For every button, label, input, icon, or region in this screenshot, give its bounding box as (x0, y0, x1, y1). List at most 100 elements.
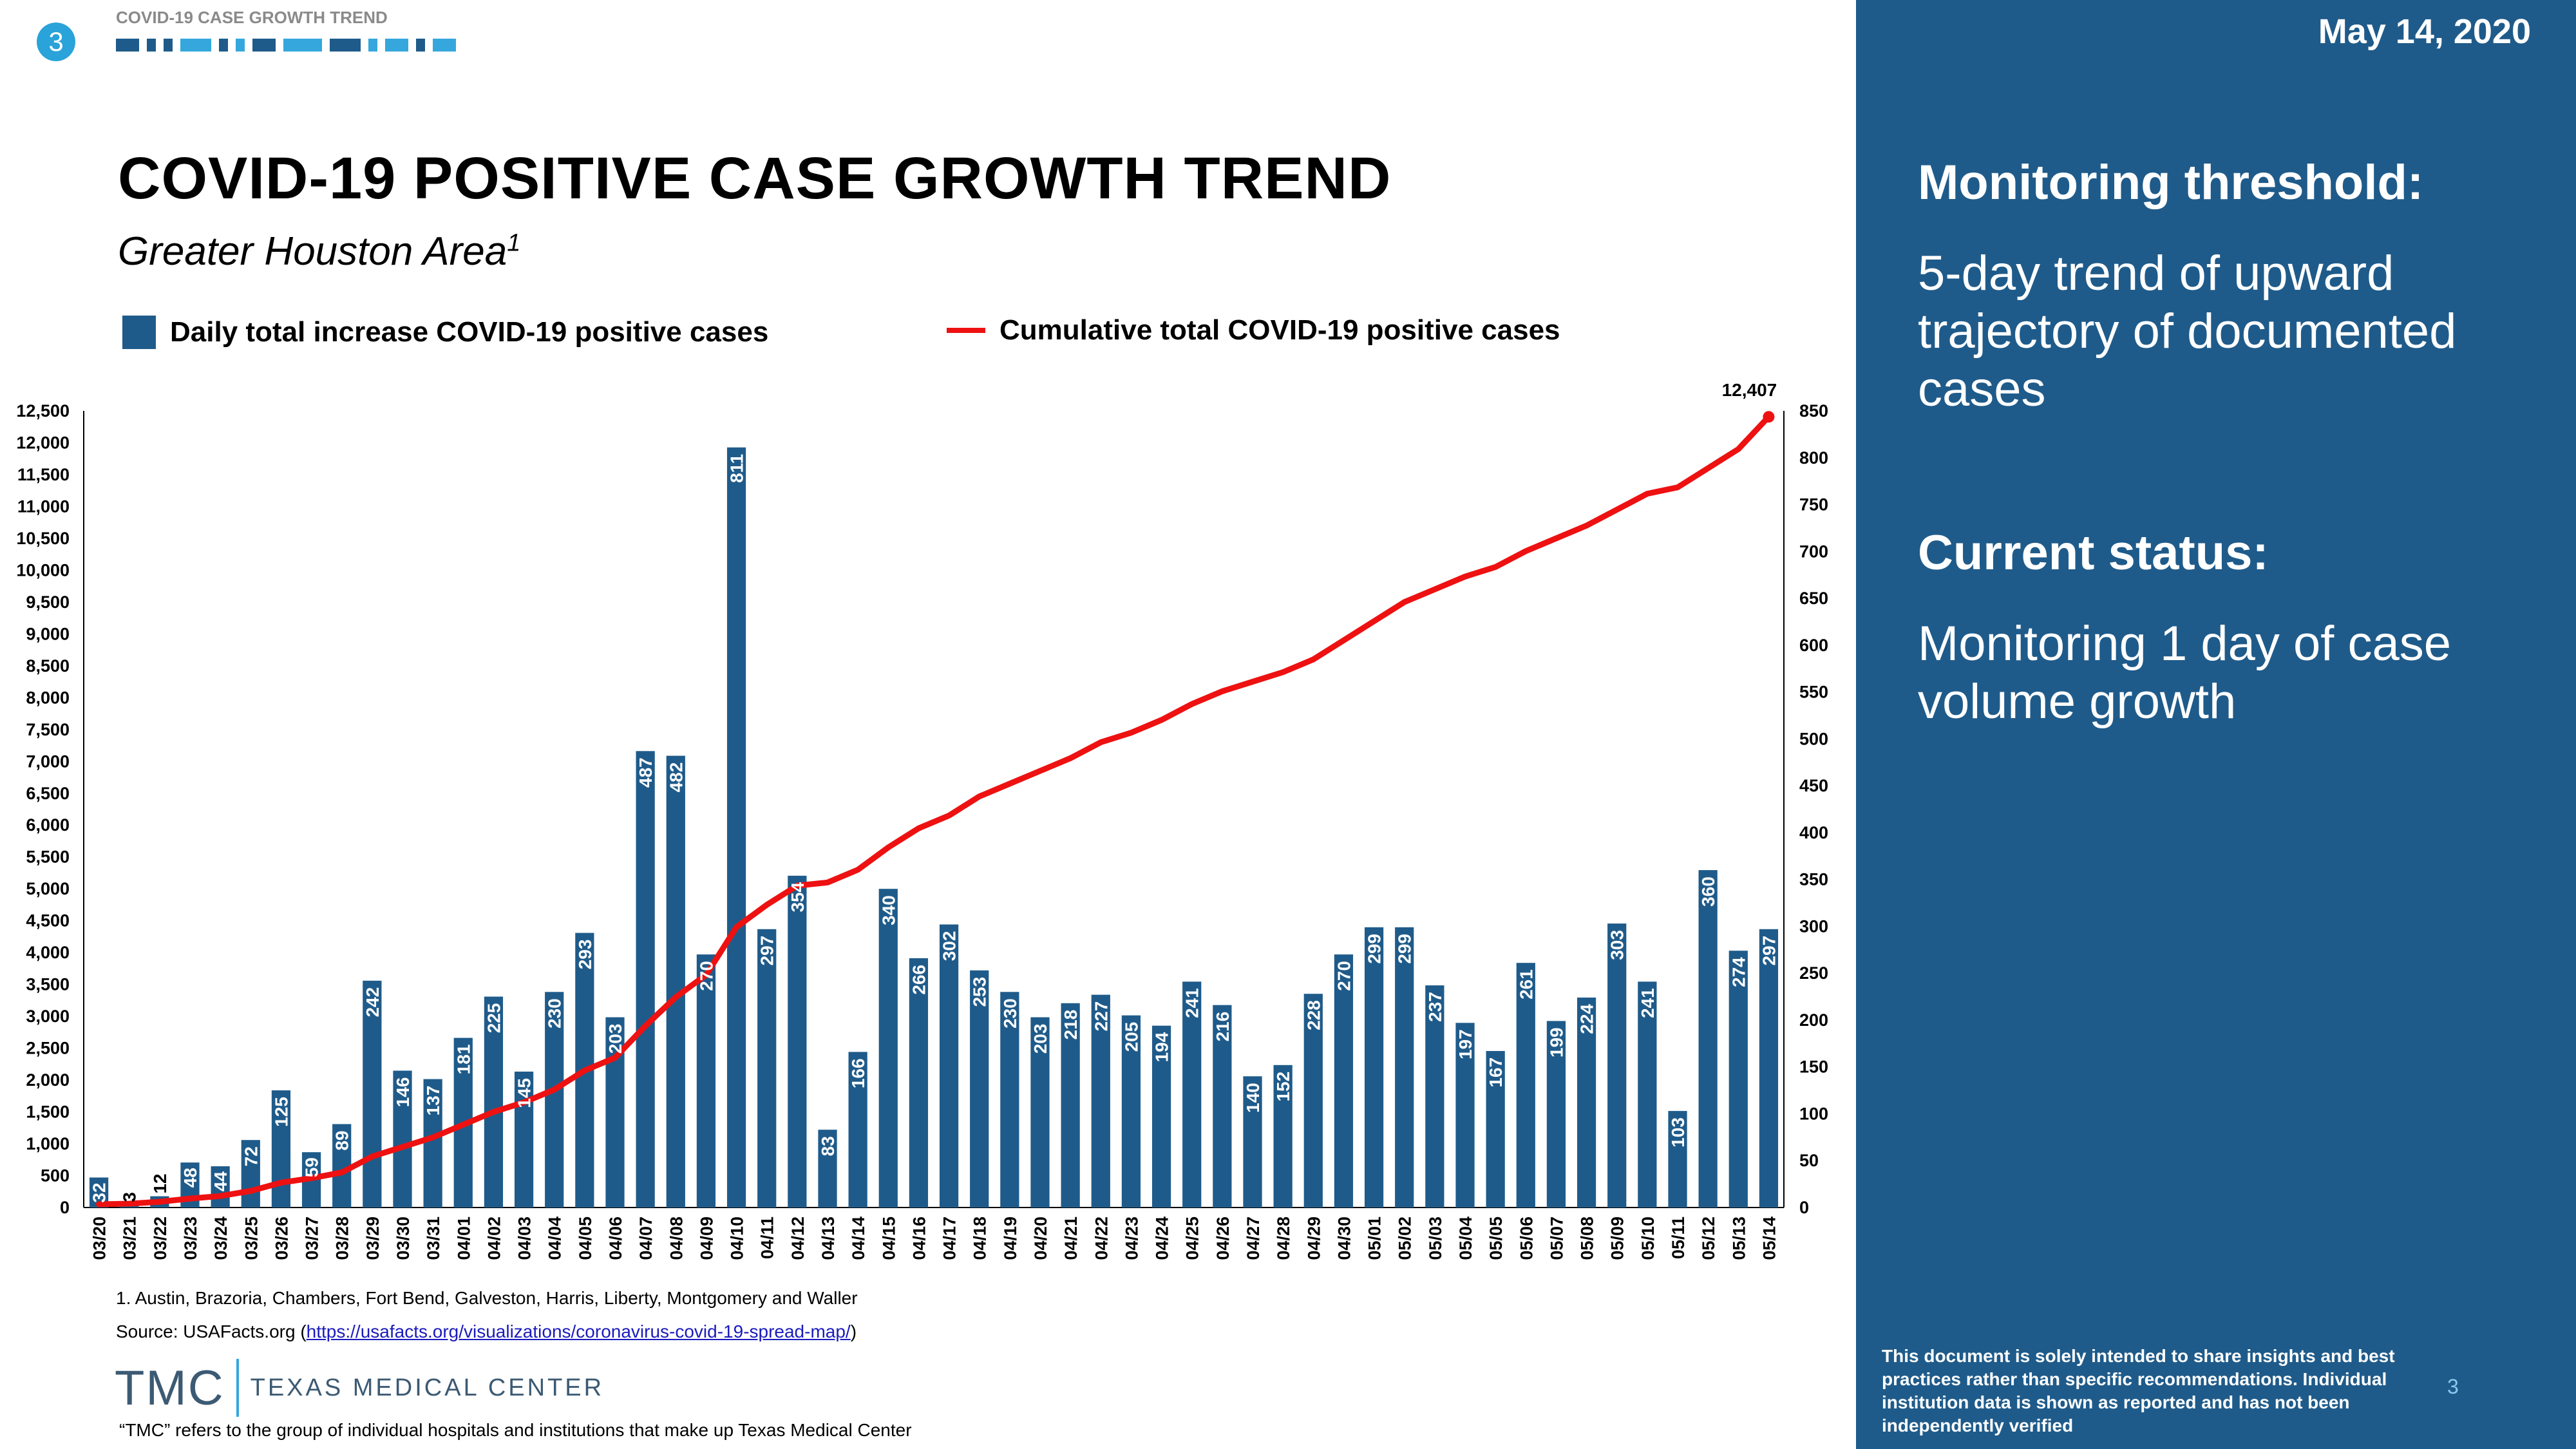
bar-data-label: 230 (545, 998, 565, 1028)
x-axis-tick-label: 04/30 (1334, 1217, 1354, 1260)
bar (696, 954, 716, 1208)
left-axis-tick-label: 2,500 (26, 1039, 70, 1058)
bar-data-label: 199 (1546, 1027, 1566, 1057)
bar (970, 970, 989, 1208)
footnote-ref: 1 (507, 229, 521, 257)
bar-data-label: 216 (1213, 1012, 1233, 1042)
page-number-badge: 3 (37, 23, 75, 61)
bar-data-label: 3 (120, 1192, 140, 1202)
bar-data-label: 89 (332, 1130, 352, 1150)
x-axis-tick-label: 04/03 (515, 1217, 535, 1260)
right-axis-tick-label: 600 (1799, 636, 1828, 655)
bar-data-label: 811 (727, 454, 747, 483)
bar-data-label: 241 (1638, 988, 1658, 1018)
bar-data-label: 241 (1182, 988, 1202, 1018)
left-axis-tick-label: 3,500 (26, 975, 70, 994)
bar (211, 1166, 230, 1208)
x-axis-tick-label: 04/01 (454, 1217, 473, 1260)
bar-data-label: 482 (666, 762, 686, 793)
source-link[interactable]: https://usafacts.org/visualizations/coro… (306, 1321, 851, 1341)
legend-line-label: Cumulative total COVID-19 positive cases (999, 314, 1560, 346)
x-axis-tick-label: 03/25 (242, 1217, 261, 1260)
x-axis-tick-label: 03/22 (151, 1217, 170, 1260)
current-status-heading: Current status: (1918, 526, 2269, 580)
x-axis-tick-label: 04/09 (697, 1217, 716, 1260)
x-axis-tick-label: 04/21 (1061, 1217, 1081, 1260)
bar (241, 1140, 260, 1208)
right-axis-tick-label: 350 (1799, 870, 1828, 889)
x-axis-tick-label: 05/12 (1699, 1217, 1718, 1260)
left-axis-tick-label: 1,500 (26, 1103, 70, 1122)
bar (1486, 1050, 1505, 1208)
x-axis-tick-label: 04/23 (1122, 1217, 1141, 1260)
tmc-definition-note: “TMC” refers to the group of individual … (119, 1420, 912, 1440)
right-axis-tick-label: 250 (1799, 963, 1828, 983)
bar-data-label: 166 (848, 1058, 868, 1088)
left-axis-tick-label: 9,500 (26, 592, 70, 612)
left-axis-tick-label: 3,000 (26, 1007, 70, 1026)
bar-data-label: 203 (605, 1024, 625, 1054)
bar-data-label: 228 (1303, 1000, 1323, 1030)
bar (909, 958, 929, 1208)
bar-data-label: 59 (302, 1157, 322, 1177)
bar-data-label: 48 (180, 1168, 200, 1188)
bar-data-label: 487 (636, 757, 656, 788)
x-axis-tick-label: 04/20 (1031, 1217, 1050, 1260)
footnote-counties: 1. Austin, Brazoria, Chambers, Fort Bend… (116, 1288, 858, 1308)
bar-data-label: 125 (271, 1097, 291, 1127)
legend-bar-series: Daily total increase COVID-19 positive c… (122, 316, 768, 349)
legend-line-series: Cumulative total COVID-19 positive cases (947, 314, 1560, 346)
bar (848, 1052, 867, 1208)
x-axis-tick-label: 05/09 (1608, 1217, 1627, 1260)
bar (1182, 981, 1202, 1208)
legend-line-swatch (947, 328, 985, 333)
bar (1243, 1076, 1262, 1208)
bar-data-label: 297 (1759, 936, 1779, 966)
left-axis-tick-label: 10,000 (16, 560, 70, 580)
tmc-logo-mark: TMC (115, 1360, 225, 1416)
x-axis-tick-label: 05/10 (1638, 1217, 1658, 1260)
right-axis-tick-label: 800 (1799, 448, 1828, 468)
bar-data-label: 274 (1728, 957, 1748, 987)
right-axis-tick-label: 650 (1799, 589, 1828, 608)
left-axis-tick-label: 11,500 (17, 465, 70, 484)
right-axis-tick-label: 700 (1799, 542, 1828, 561)
right-axis-tick-label: 500 (1799, 729, 1828, 748)
tmc-logo-text: TEXAS MEDICAL CENTER (250, 1374, 605, 1401)
logo-divider (236, 1359, 239, 1417)
bar (1425, 985, 1444, 1208)
bar (1668, 1111, 1687, 1208)
x-axis-tick-label: 03/23 (181, 1217, 200, 1260)
bar-data-label: 230 (1000, 998, 1020, 1028)
bar (545, 992, 564, 1208)
bar (726, 447, 746, 1208)
bar-data-label: 181 (453, 1045, 473, 1075)
bar-data-label: 270 (1334, 961, 1354, 991)
x-axis-tick-label: 03/30 (393, 1217, 413, 1260)
bar (666, 755, 685, 1208)
x-axis-tick-label: 03/28 (333, 1217, 352, 1260)
section-label: COVID-19 CASE GROWTH TREND (116, 8, 388, 27)
bar-data-label: 12 (150, 1173, 170, 1193)
bar (514, 1071, 534, 1208)
bar (788, 875, 807, 1208)
right-axis-tick-label: 550 (1799, 683, 1828, 702)
bar-data-label: 224 (1577, 1004, 1597, 1034)
bar (818, 1130, 837, 1208)
left-axis-tick-label: 7,000 (26, 752, 70, 771)
bar-data-label: 203 (1030, 1024, 1050, 1054)
left-axis-tick-label: 5,000 (26, 879, 70, 898)
x-axis-tick-label: 04/17 (940, 1217, 960, 1260)
bar-data-label: 140 (1243, 1083, 1263, 1113)
bar-data-label: 299 (1365, 934, 1385, 964)
disclaimer: This document is solely intended to shar… (1882, 1346, 2395, 1435)
x-axis-tick-label: 03/27 (303, 1217, 322, 1260)
bar (1455, 1023, 1475, 1208)
x-axis-tick-label: 04/25 (1183, 1217, 1202, 1260)
x-axis-tick-label: 03/24 (211, 1217, 231, 1260)
bar (332, 1124, 352, 1208)
x-axis-tick-label: 05/08 (1578, 1217, 1597, 1260)
bar (1698, 870, 1718, 1208)
bar (1151, 1025, 1171, 1208)
bar-data-label: 194 (1152, 1032, 1172, 1062)
